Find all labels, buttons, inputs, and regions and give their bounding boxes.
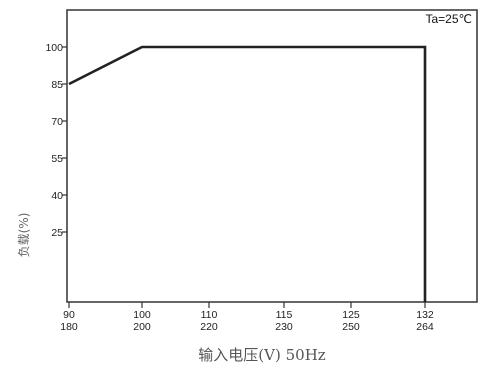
y-tick-label: 40 [51, 190, 63, 202]
y-tick-label: 25 [51, 227, 63, 239]
y-tick-label: 85 [51, 79, 63, 91]
x-tick-label-ac115: 115 [276, 309, 293, 321]
x-tick-label-ac230: 220 [200, 321, 218, 333]
y-tick-label: 55 [51, 153, 63, 165]
series-line [68, 45, 427, 302]
x-tick-label-ac115: 110 [201, 309, 218, 321]
y-axis-label: 负载(%) [17, 213, 31, 258]
x-tick-label-ac115: 90 [63, 309, 75, 321]
plot-frame [66, 9, 478, 303]
x-tick-label-ac230: 200 [133, 321, 151, 333]
x-tick-label-ac230: 230 [275, 321, 293, 333]
x-tick-label-ac230: 250 [342, 321, 360, 333]
series-layer [68, 45, 427, 302]
x-axis-label: 输入电压(V) 50Hz [198, 346, 325, 364]
y-tick-label: 70 [51, 116, 63, 128]
x-tick-label-ac115: 100 [133, 309, 151, 321]
corner-note: Ta=25℃ [425, 12, 472, 26]
x-tick-label-ac115: 125 [342, 309, 360, 321]
y-tick-label: 100 [45, 42, 63, 54]
x-tick-label-ac230: 180 [60, 321, 78, 333]
x-tick-label-ac115: 132 [416, 309, 434, 321]
x-tick-label-ac230: 264 [416, 321, 434, 333]
y-axis-ticks: 100 85 70 55 40 25 [45, 42, 67, 239]
